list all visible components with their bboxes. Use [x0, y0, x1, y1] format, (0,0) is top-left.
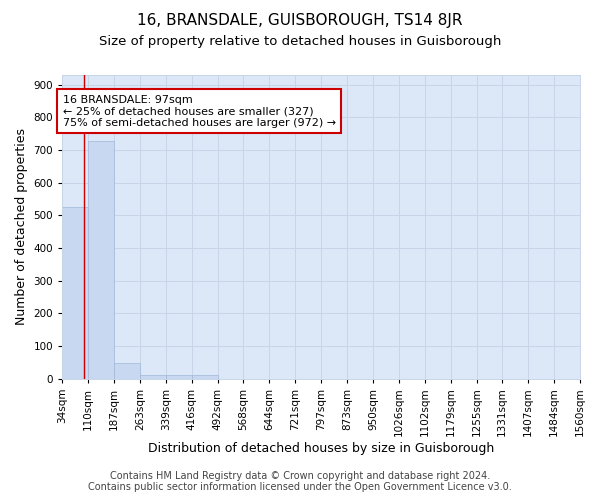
Text: 16 BRANSDALE: 97sqm
← 25% of detached houses are smaller (327)
75% of semi-detac: 16 BRANSDALE: 97sqm ← 25% of detached ho…	[62, 94, 335, 128]
Y-axis label: Number of detached properties: Number of detached properties	[15, 128, 28, 326]
Bar	[192, 376, 218, 378]
Text: 16, BRANSDALE, GUISBOROUGH, TS14 8JR: 16, BRANSDALE, GUISBOROUGH, TS14 8JR	[137, 12, 463, 28]
Bar	[114, 364, 140, 378]
Text: Contains HM Land Registry data © Crown copyright and database right 2024.
Contai: Contains HM Land Registry data © Crown c…	[88, 471, 512, 492]
Bar	[88, 142, 114, 378]
X-axis label: Distribution of detached houses by size in Guisborough: Distribution of detached houses by size …	[148, 442, 494, 455]
Text: Size of property relative to detached houses in Guisborough: Size of property relative to detached ho…	[99, 35, 501, 48]
Bar	[62, 206, 88, 378]
Bar	[166, 376, 192, 378]
Bar	[140, 374, 166, 378]
